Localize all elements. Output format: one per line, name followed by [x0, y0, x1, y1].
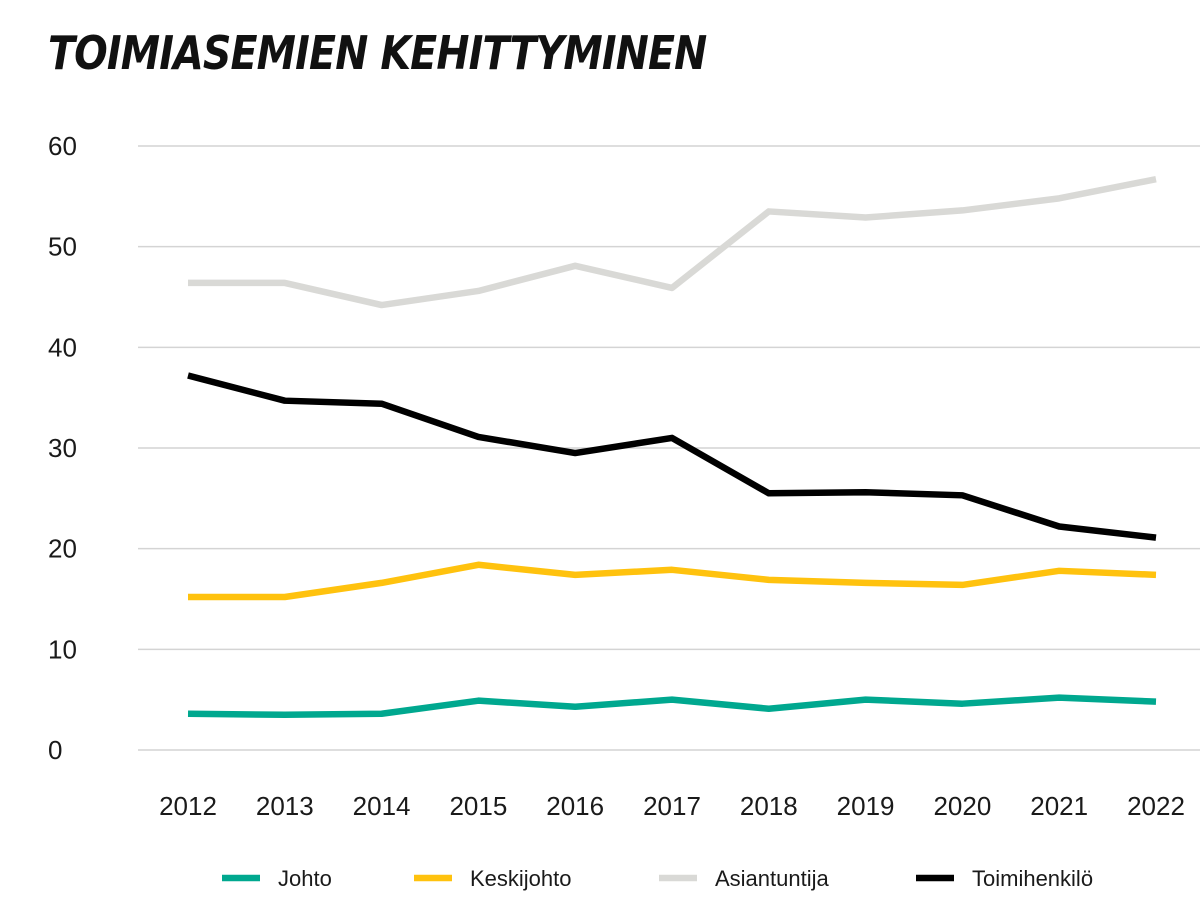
y-tick-label: 20: [48, 534, 77, 564]
y-tick-label: 40: [48, 332, 77, 362]
legend-label: Keskijohto: [470, 866, 572, 891]
chart-title: TOIMIASEMIEN KEHITTYMINEN: [48, 26, 707, 80]
series-line-johto: [187, 694, 1157, 719]
legend-label: Asiantuntija: [715, 866, 830, 891]
x-tick-label: 2013: [256, 791, 314, 821]
legend-label: Johto: [278, 866, 332, 891]
series-line-toimihenkilö: [187, 372, 1157, 541]
y-tick-label: 30: [48, 433, 77, 463]
x-tick-label: 2022: [1127, 791, 1185, 821]
series-line-keskijohto: [188, 561, 1157, 601]
x-tick-label: 2012: [159, 791, 217, 821]
series-lines: [187, 176, 1157, 719]
legend: Johto Keskijohto Asiantuntija Toimihenkilö: [222, 866, 1093, 891]
x-tick-label: 2016: [546, 791, 604, 821]
legend-label: Toimihenkilö: [972, 866, 1093, 891]
x-tick-label: 2019: [837, 791, 895, 821]
gridlines: [138, 145, 1200, 751]
y-tick-label: 60: [48, 131, 77, 161]
x-tick-label: 2015: [449, 791, 507, 821]
x-tick-label: 2018: [740, 791, 798, 821]
x-axis-ticks: 2012 2013 2014 2015 2016 2017 2018 2019 2020 2021…: [159, 791, 1185, 821]
y-tick-label: 10: [48, 634, 77, 664]
x-tick-label: 2017: [643, 791, 701, 821]
x-tick-label: 2021: [1030, 791, 1088, 821]
y-tick-label: 0: [48, 735, 62, 765]
series-line-asiantuntija: [188, 176, 1157, 309]
x-tick-label: 2020: [933, 791, 991, 821]
y-tick-label: 50: [48, 232, 77, 262]
y-axis-ticks: 0 10 20 30 40 50 60: [48, 131, 77, 765]
x-tick-label: 2014: [353, 791, 411, 821]
